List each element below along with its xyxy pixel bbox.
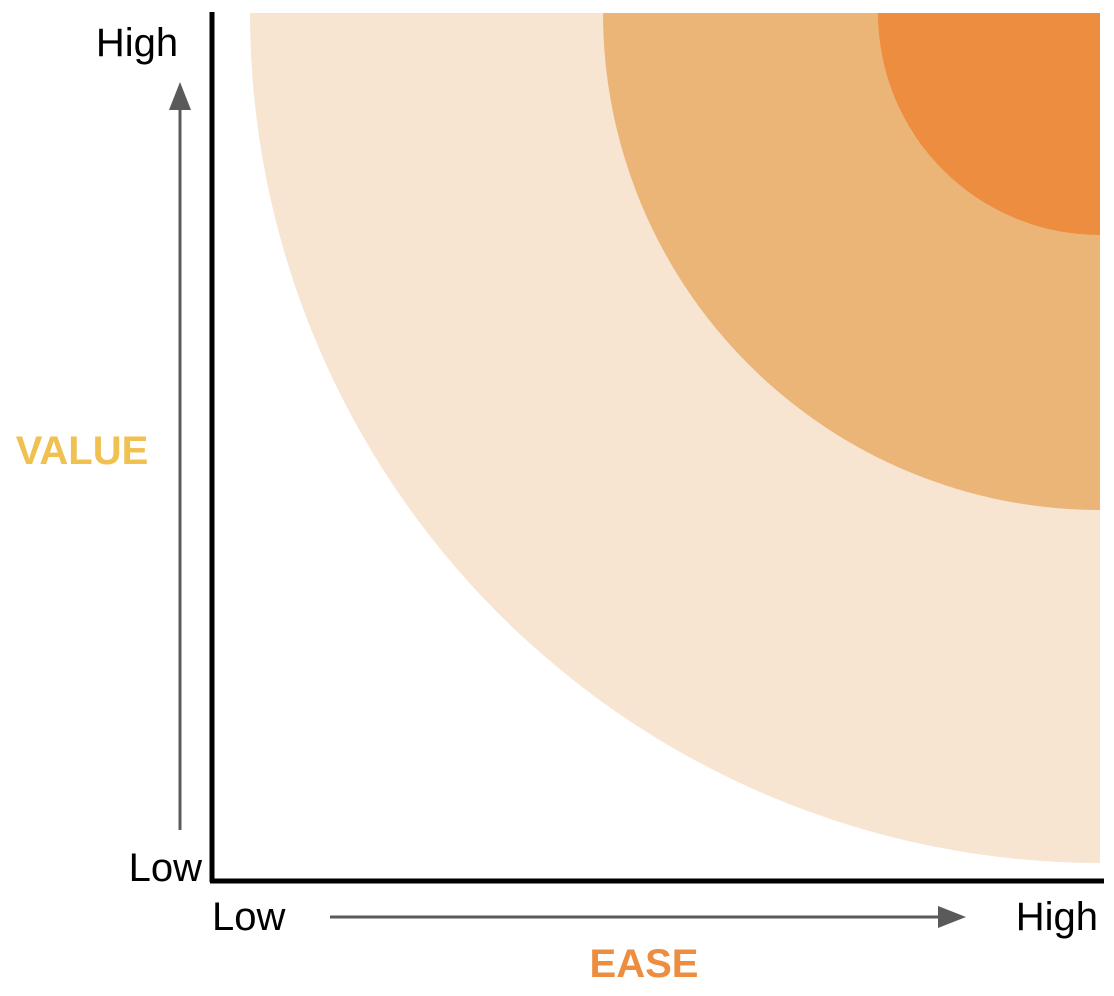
y-axis-title: VALUE bbox=[16, 429, 149, 473]
y-axis-high-label: High bbox=[96, 21, 178, 65]
x-axis-arrow bbox=[330, 906, 966, 928]
x-axis-high-label: High bbox=[1016, 895, 1098, 939]
x-axis-low-label: Low bbox=[212, 895, 285, 939]
y-axis-low-label: Low bbox=[129, 846, 202, 890]
priority-bands bbox=[250, 13, 1100, 863]
x-axis-title: EASE bbox=[590, 942, 699, 986]
band-inner bbox=[878, 13, 1100, 235]
y-axis-arrow bbox=[169, 82, 191, 830]
